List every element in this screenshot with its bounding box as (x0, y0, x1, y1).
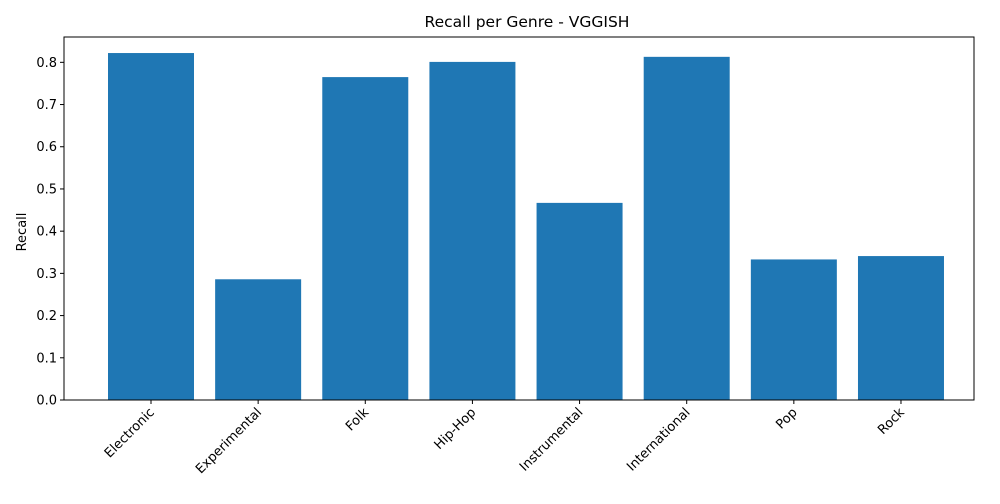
x-axis-ticks: Electronic Experimental Folk Hip-Hop Instrum… (102, 400, 908, 477)
bar-folk (322, 77, 409, 400)
bar-international (643, 56, 730, 401)
y-tick-label: 0.6 (36, 140, 57, 155)
x-tick-label-experimental: Experimental (193, 405, 265, 477)
x-tick-label-folk: Folk (343, 405, 372, 434)
y-tick-label: 0.5 (36, 182, 57, 197)
y-tick-label: 0.7 (36, 98, 57, 113)
y-tick-label: 0.0 (36, 394, 57, 409)
x-tick-label-electronic: Electronic (102, 405, 158, 461)
y-tick-label: 0.3 (36, 267, 57, 282)
y-axis-label: Recall (15, 213, 30, 252)
y-axis-ticks: 0.0 0.1 0.2 0.3 0.4 0.5 0.6 0.7 0.8 (36, 56, 64, 409)
plot-frame (63, 36, 975, 401)
bars-layer (108, 53, 944, 401)
bar-electronic (108, 53, 194, 400)
bar-pop (750, 259, 837, 400)
x-tick-label-hip-hop: Hip-Hop (432, 405, 480, 453)
y-tick-label: 0.2 (36, 309, 57, 324)
bar-hip-hop (429, 61, 516, 401)
bar-instrumental (536, 202, 623, 400)
chart-title: Recall per Genre - VGGISH (425, 13, 630, 31)
y-tick-label: 0.8 (36, 56, 57, 71)
bar-rock (857, 256, 944, 400)
bar-experimental (215, 279, 302, 400)
y-tick-label: 0.1 (36, 351, 57, 366)
x-tick-label-international: International (624, 405, 693, 474)
x-tick-label-rock: Rock (875, 405, 908, 438)
y-tick-label: 0.4 (36, 225, 57, 240)
x-tick-label-pop: Pop (773, 405, 800, 432)
x-tick-label-instrumental: Instrumental (517, 405, 586, 474)
